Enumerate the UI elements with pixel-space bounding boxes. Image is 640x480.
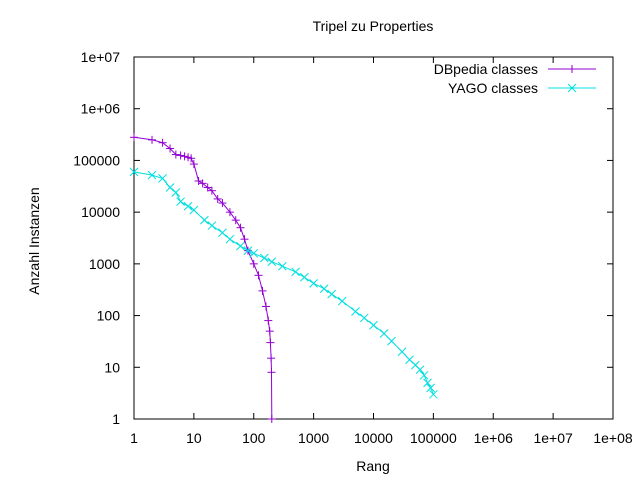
data-point bbox=[415, 365, 425, 375]
data-point bbox=[267, 354, 276, 363]
data-point bbox=[423, 378, 432, 388]
data-point bbox=[426, 383, 435, 393]
x-axis-label: Rang bbox=[356, 458, 389, 474]
chart-title: Tripel zu Properties bbox=[313, 18, 434, 34]
y-tick-label: 1000 bbox=[89, 256, 120, 272]
plot-area-border bbox=[133, 56, 614, 420]
data-point bbox=[291, 267, 300, 277]
data-point bbox=[249, 259, 258, 268]
data-point bbox=[176, 151, 185, 160]
data-point bbox=[165, 183, 175, 192]
legend-item-yago-classes: YAGO classes bbox=[448, 80, 596, 96]
x-tick-label: 10 bbox=[186, 430, 202, 446]
data-point bbox=[299, 272, 309, 282]
data-point bbox=[158, 174, 167, 183]
data-point bbox=[369, 320, 378, 330]
data-point bbox=[243, 246, 253, 256]
series-yago-classes bbox=[129, 167, 438, 399]
y-tick-label: 100000 bbox=[73, 152, 120, 168]
data-point bbox=[337, 296, 347, 306]
data-point bbox=[171, 188, 181, 197]
data-point bbox=[265, 327, 274, 336]
legend-item-dbpedia-classes: DBpedia classes bbox=[434, 61, 596, 77]
data-point bbox=[319, 284, 329, 294]
data-point bbox=[207, 221, 217, 230]
y-tick-label: 1e+07 bbox=[81, 49, 121, 65]
y-axis-label: Anzahl Instanzen bbox=[26, 187, 42, 294]
data-point bbox=[351, 307, 360, 316]
data-point bbox=[203, 183, 212, 192]
data-point bbox=[194, 177, 203, 186]
data-point bbox=[189, 160, 198, 169]
data-point bbox=[207, 186, 216, 195]
y-tick-label: 10000 bbox=[81, 204, 120, 220]
data-point bbox=[171, 150, 180, 159]
x-tick-label: 1e+07 bbox=[533, 430, 573, 446]
x-tick-label: 10000 bbox=[354, 430, 393, 446]
legend-marker bbox=[567, 83, 577, 93]
data-point bbox=[218, 199, 227, 208]
series-line bbox=[133, 171, 434, 395]
y-tick-label: 100 bbox=[97, 308, 121, 324]
data-point bbox=[231, 216, 240, 225]
data-point bbox=[429, 389, 438, 399]
data-point bbox=[147, 170, 157, 180]
y-axis: 1 10 100 1000 10000 100000 1e+06 1e+07 bbox=[73, 49, 613, 427]
data-point bbox=[158, 138, 167, 147]
x-tick-label: 1 bbox=[130, 430, 138, 446]
data-point bbox=[359, 313, 369, 323]
data-point bbox=[261, 302, 270, 311]
data-point bbox=[397, 347, 407, 357]
data-point bbox=[130, 133, 138, 142]
series-dbpedia-classes bbox=[130, 133, 276, 423]
data-point bbox=[267, 415, 276, 423]
data-point bbox=[236, 223, 245, 232]
x-tick-label: 1e+06 bbox=[474, 430, 514, 446]
data-point bbox=[387, 336, 396, 346]
data-point bbox=[309, 278, 318, 288]
y-tick-label: 10 bbox=[104, 359, 120, 375]
y-tick-label: 1 bbox=[112, 411, 120, 427]
data-point bbox=[189, 205, 199, 215]
x-tick-label: 1000 bbox=[298, 430, 329, 446]
data-point bbox=[187, 154, 196, 163]
data-point bbox=[254, 271, 263, 280]
data-point bbox=[277, 261, 287, 271]
data-point bbox=[267, 368, 276, 377]
data-point bbox=[240, 235, 249, 244]
data-point bbox=[180, 152, 189, 161]
data-point bbox=[249, 248, 259, 258]
data-point bbox=[267, 257, 277, 267]
data-point bbox=[264, 316, 273, 325]
legend-label: DBpedia classes bbox=[434, 61, 538, 77]
data-point bbox=[225, 208, 234, 217]
x-axis: 1 10 100 1000 10000 100000 1e+06 1e+07 1e+08 bbox=[130, 57, 633, 446]
legend-marker bbox=[568, 65, 576, 73]
data-point bbox=[148, 135, 157, 144]
y-tick-label: 1e+06 bbox=[81, 101, 121, 117]
legend-label: YAGO classes bbox=[448, 80, 538, 96]
series-layer bbox=[129, 133, 438, 423]
data-point bbox=[419, 370, 429, 380]
data-point bbox=[198, 179, 207, 188]
data-point bbox=[379, 329, 389, 338]
data-point bbox=[166, 144, 175, 153]
data-point bbox=[327, 289, 337, 299]
data-point bbox=[129, 167, 139, 177]
legend: DBpedia classes YAGO classes bbox=[434, 61, 596, 96]
data-point bbox=[258, 286, 267, 295]
data-point bbox=[213, 194, 222, 203]
data-point bbox=[218, 228, 227, 238]
data-point bbox=[266, 338, 275, 347]
data-point bbox=[200, 215, 209, 225]
data-point bbox=[236, 241, 245, 251]
x-tick-label: 1e+08 bbox=[593, 430, 633, 446]
data-point bbox=[225, 234, 235, 244]
data-point bbox=[176, 197, 185, 206]
x-tick-label: 100 bbox=[242, 430, 266, 446]
data-point bbox=[183, 201, 193, 211]
data-point bbox=[259, 253, 269, 263]
x-tick-label: 100000 bbox=[410, 430, 457, 446]
